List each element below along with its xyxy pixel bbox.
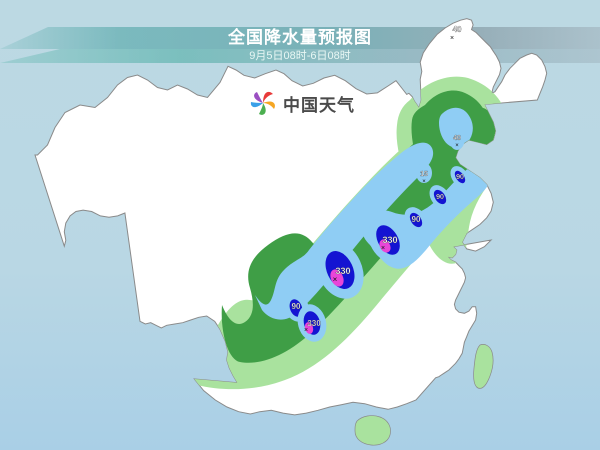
- svg-text:90: 90: [456, 174, 464, 181]
- svg-text:330: 330: [335, 266, 350, 276]
- svg-text:×: ×: [304, 327, 308, 334]
- svg-text:×: ×: [422, 179, 426, 185]
- svg-text:40: 40: [453, 135, 461, 142]
- svg-text:90: 90: [436, 194, 444, 201]
- svg-text:×: ×: [455, 143, 459, 149]
- svg-text:330: 330: [382, 235, 397, 245]
- svg-text:15: 15: [420, 171, 428, 178]
- svg-text:40: 40: [453, 25, 462, 34]
- svg-text:330: 330: [307, 319, 321, 328]
- svg-text:×: ×: [333, 275, 338, 284]
- svg-text:×: ×: [450, 35, 454, 42]
- svg-text:90: 90: [292, 302, 301, 311]
- svg-text:90: 90: [412, 215, 421, 224]
- svg-text:×: ×: [381, 245, 385, 252]
